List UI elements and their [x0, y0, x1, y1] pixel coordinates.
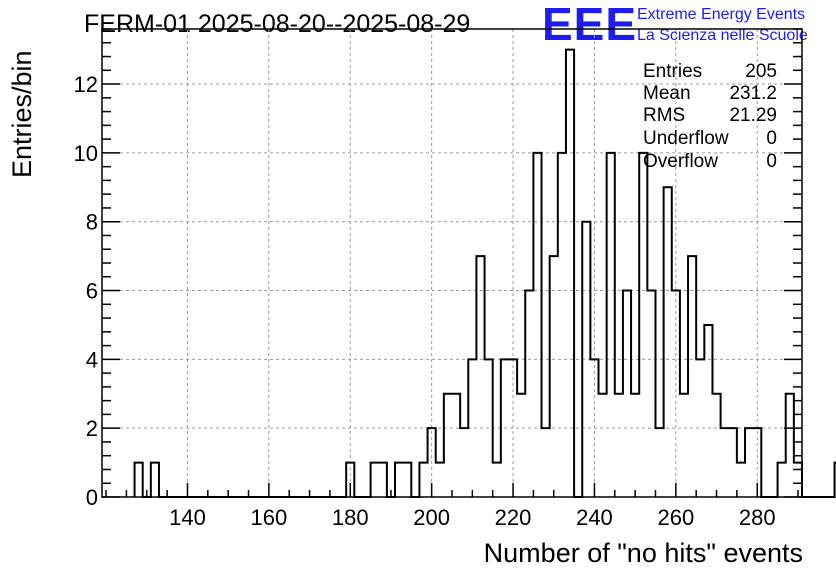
stats-entries-value: 205 — [745, 61, 777, 82]
y-tick-label: 6 — [86, 279, 98, 304]
x-tick-label: 160 — [251, 505, 288, 530]
stats-mean-label: Mean — [643, 83, 691, 104]
y-tick-label: 12 — [74, 72, 98, 97]
stats-box: Entries 205 Mean 231.2 RMS 21.29 Underfl… — [643, 61, 777, 172]
y-tick-label: 2 — [86, 416, 98, 441]
y-tick-label: 0 — [86, 485, 98, 510]
logo-line-1: Extreme Energy Events — [637, 6, 805, 23]
x-tick-label: 200 — [413, 505, 450, 530]
x-axis: 140 160 180 200 220 240 260 280 — [105, 483, 799, 530]
x-tick-label: 280 — [739, 505, 776, 530]
x-axis-title: Number of "no hits" events — [484, 538, 803, 568]
stats-overflow-value: 0 — [766, 151, 777, 172]
stats-rms-label: RMS — [643, 105, 685, 126]
y-axis-title: Entries/bin — [7, 50, 37, 178]
y-tick-label: 4 — [86, 347, 98, 372]
stats-underflow-value: 0 — [766, 128, 777, 149]
x-tick-label: 220 — [495, 505, 532, 530]
stats-entries-label: Entries — [643, 61, 702, 82]
x-tick-label: 260 — [657, 505, 694, 530]
logo-mark: EEE — [542, 0, 637, 50]
stats-rms-value: 21.29 — [729, 105, 777, 126]
x-tick-label: 180 — [332, 505, 369, 530]
stats-mean-value: 231.2 — [729, 83, 777, 104]
y-axis: 0 2 4 6 8 10 12 — [74, 28, 802, 510]
stats-overflow-label: Overflow — [643, 151, 718, 172]
grid — [102, 29, 802, 497]
x-tick-label: 140 — [169, 505, 206, 530]
eee-logo: EEE Extreme Energy Events La Scienza nel… — [542, 0, 808, 50]
stats-underflow-label: Underflow — [643, 128, 729, 149]
y-tick-label: 10 — [74, 141, 98, 166]
logo-line-2: La Scienza nelle Scuole — [637, 27, 808, 44]
y-tick-label: 8 — [86, 210, 98, 235]
chart-title: FERM-01 2025-08-20--2025-08-29 — [84, 10, 470, 38]
x-tick-label: 240 — [576, 505, 613, 530]
